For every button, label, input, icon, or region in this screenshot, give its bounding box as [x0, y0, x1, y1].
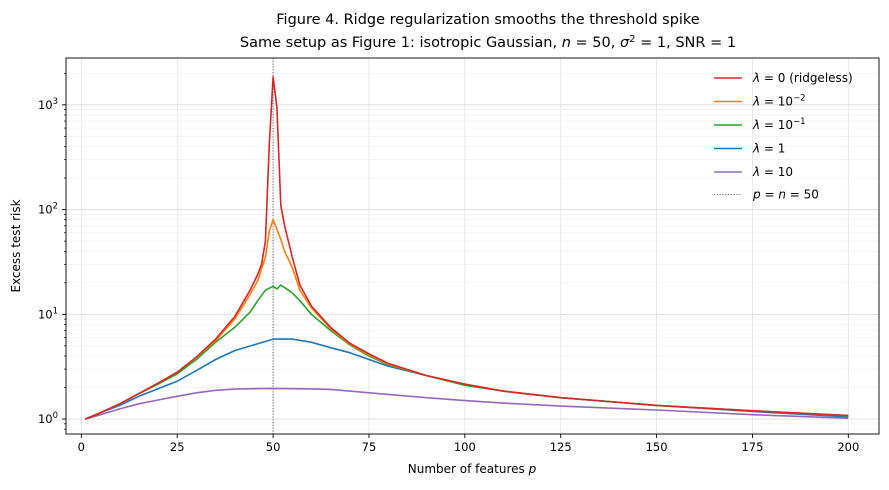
- series-line: [84, 284, 849, 420]
- legend: λ = 0 (ridgeless) λ = 10−2 λ = 10−1 λ = 1 λ …: [714, 71, 853, 202]
- y-tick-label: 100: [38, 411, 58, 426]
- y-tick-label: 103: [38, 97, 58, 112]
- x-tick-label: 75: [362, 440, 377, 454]
- legend-label: λ = 0 (ridgeless): [752, 71, 853, 85]
- x-tick-label: 100: [454, 440, 476, 454]
- x-axis-label: Number of features p: [408, 462, 537, 476]
- chart-title: Figure 4. Ridge regularization smooths t…: [276, 12, 700, 28]
- x-tick-label: 125: [550, 440, 572, 454]
- x-tick-label: 175: [741, 440, 763, 454]
- legend-label: λ = 10−1: [752, 117, 806, 132]
- series-lines: [84, 58, 849, 434]
- y-axis-label: Excess test risk: [9, 199, 23, 292]
- legend-label: λ = 10: [752, 165, 793, 179]
- chart-subtitle: Same setup as Figure 1: isotropic Gaussi…: [240, 34, 736, 51]
- series-line: [84, 76, 849, 420]
- x-tick-label: 0: [78, 440, 85, 454]
- x-tick-label: 50: [266, 440, 281, 454]
- y-tick-label: 102: [38, 202, 58, 217]
- series-line: [84, 338, 849, 420]
- legend-label: p = n = 50: [752, 188, 819, 202]
- y-axis-ticks: 100 101 102 103: [38, 72, 66, 430]
- y-tick-label: 101: [38, 306, 58, 321]
- x-tick-label: 25: [170, 440, 185, 454]
- x-axis-ticks: 0 25 50 75 100 125 150 175 200: [78, 434, 859, 454]
- legend-label: λ = 1: [752, 142, 785, 156]
- x-tick-label: 150: [646, 440, 668, 454]
- plot-frame: [65, 57, 880, 435]
- series-line: [84, 387, 849, 420]
- x-tick-label: 200: [837, 440, 859, 454]
- grid: [66, 58, 879, 434]
- legend-label: λ = 10−2: [752, 94, 806, 109]
